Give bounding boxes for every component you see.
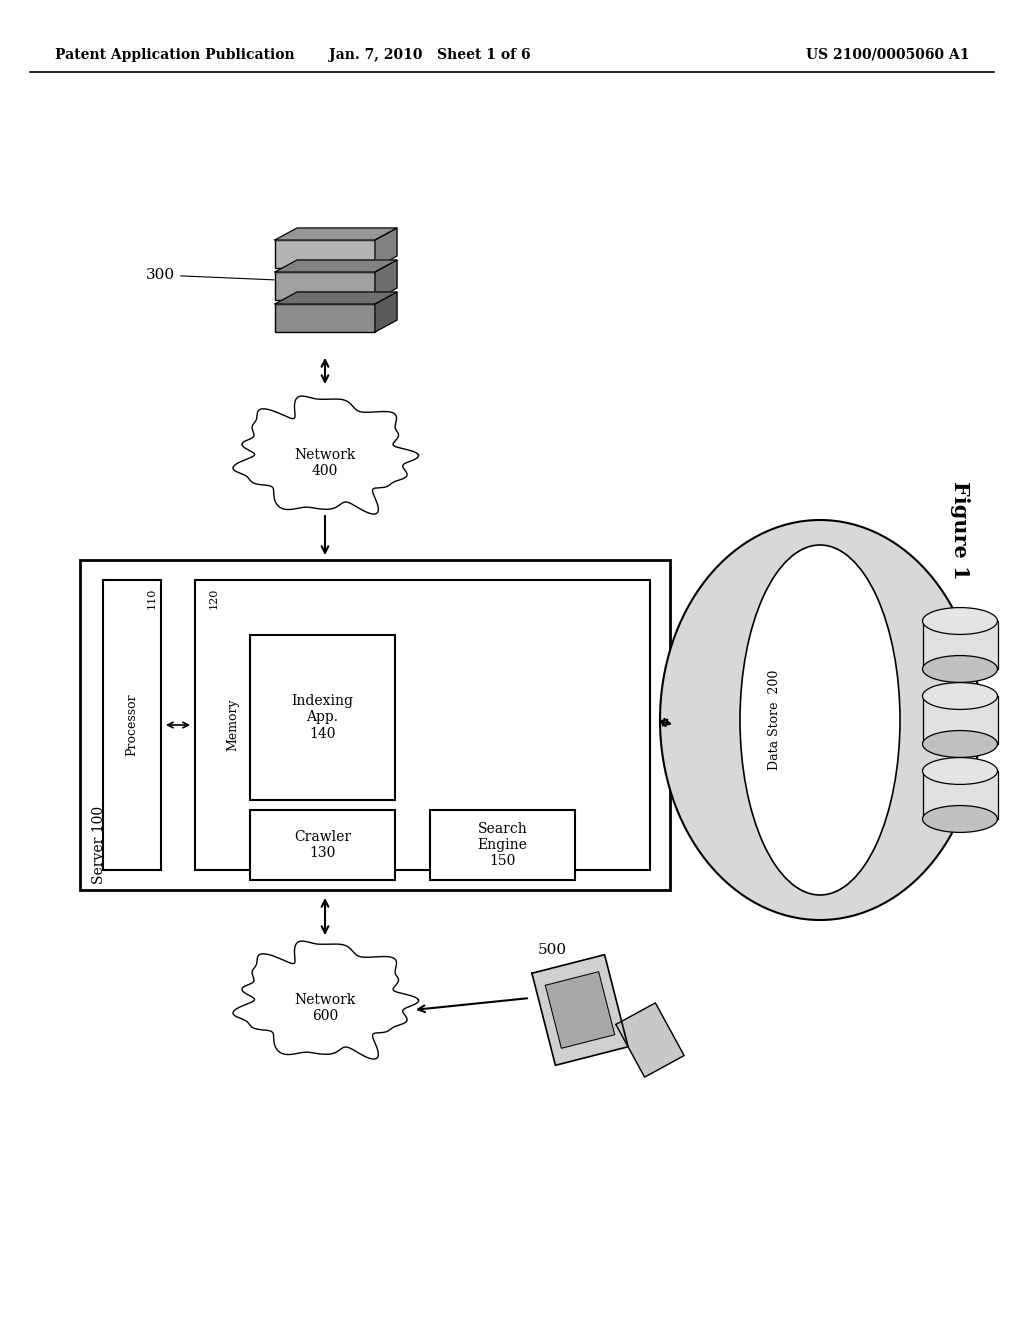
Text: Memory: Memory <box>226 698 240 751</box>
Text: 300: 300 <box>145 268 274 282</box>
Bar <box>275 272 375 300</box>
Polygon shape <box>375 228 397 268</box>
Bar <box>250 635 395 800</box>
Ellipse shape <box>923 730 997 758</box>
Ellipse shape <box>923 656 997 682</box>
Bar <box>103 579 161 870</box>
Ellipse shape <box>923 758 997 784</box>
Text: Search
Engine
150: Search Engine 150 <box>477 822 527 869</box>
Bar <box>275 304 375 333</box>
Text: 110: 110 <box>147 587 157 610</box>
Text: Data Store  200: Data Store 200 <box>768 669 781 770</box>
Text: US 2100/0005060 A1: US 2100/0005060 A1 <box>807 48 970 62</box>
Text: Processor: Processor <box>126 694 138 756</box>
Text: Network
600: Network 600 <box>294 993 355 1023</box>
Text: Crawler
130: Crawler 130 <box>294 830 351 861</box>
Text: 220: 220 <box>953 729 967 752</box>
Polygon shape <box>375 260 397 300</box>
Polygon shape <box>232 396 419 513</box>
Text: Jan. 7, 2010   Sheet 1 of 6: Jan. 7, 2010 Sheet 1 of 6 <box>329 48 530 62</box>
Polygon shape <box>375 292 397 333</box>
Bar <box>195 579 650 870</box>
Text: 210: 210 <box>953 803 967 828</box>
Polygon shape <box>660 520 980 920</box>
Ellipse shape <box>660 520 980 920</box>
Bar <box>275 240 375 268</box>
Ellipse shape <box>923 607 997 635</box>
Text: 230: 230 <box>953 653 967 677</box>
Polygon shape <box>275 228 397 240</box>
Polygon shape <box>275 292 397 304</box>
Polygon shape <box>275 260 397 272</box>
Ellipse shape <box>923 805 997 833</box>
Bar <box>430 810 575 880</box>
Bar <box>80 560 670 890</box>
Text: 500: 500 <box>538 942 567 957</box>
Text: Patent Application Publication: Patent Application Publication <box>55 48 295 62</box>
Bar <box>250 810 395 880</box>
Ellipse shape <box>923 682 997 709</box>
Bar <box>923 696 997 744</box>
Bar <box>923 620 997 669</box>
Polygon shape <box>546 972 614 1048</box>
Polygon shape <box>615 1003 684 1077</box>
Polygon shape <box>232 941 419 1059</box>
Text: Indexing
App.
140: Indexing App. 140 <box>292 694 353 741</box>
Polygon shape <box>531 954 628 1065</box>
Text: 120: 120 <box>209 587 219 610</box>
Text: Figure 1: Figure 1 <box>950 480 970 579</box>
Text: Server 100: Server 100 <box>92 807 106 884</box>
Ellipse shape <box>740 545 900 895</box>
Bar <box>923 771 997 818</box>
Text: Network
400: Network 400 <box>294 447 355 478</box>
